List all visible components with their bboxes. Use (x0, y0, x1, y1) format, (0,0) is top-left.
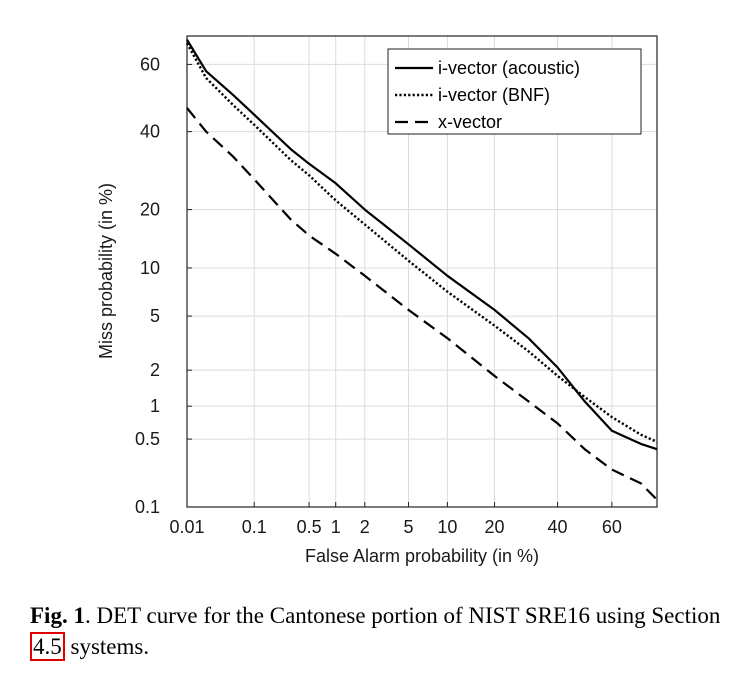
x-tick-label: 0.01 (169, 517, 204, 537)
x-tick-label: 2 (360, 517, 370, 537)
legend-label-0: i-vector (acoustic) (438, 58, 580, 78)
caption-section-ref[interactable]: 4.5 (30, 632, 65, 661)
y-tick-label: 0.1 (135, 497, 160, 517)
x-tick-label: 5 (403, 517, 413, 537)
y-tick-label: 40 (140, 122, 160, 142)
x-tick-label: 20 (485, 517, 505, 537)
figure-caption: Fig. 1. DET curve for the Cantonese port… (30, 600, 730, 662)
x-tick-label: 0.1 (242, 517, 267, 537)
y-tick-label: 10 (140, 258, 160, 278)
y-tick-label: 0.5 (135, 429, 160, 449)
series-group (185, 39, 658, 501)
y-tick-label: 2 (150, 360, 160, 380)
x-tick-label: 1 (331, 517, 341, 537)
series-line-1 (185, 42, 658, 443)
legend-label-1: i-vector (BNF) (438, 85, 550, 105)
legend-box (387, 48, 642, 135)
x-axis-label: False Alarm probability (in %) (305, 546, 539, 566)
y-tick-label: 1 (150, 396, 160, 416)
y-axis-label: Miss probability (in %) (96, 183, 116, 359)
y-tick-labels: 0.1 0.5 1 2 5 10 20 40 60 (135, 54, 160, 517)
x-tick-label: 40 (548, 517, 568, 537)
y-tick-label: 60 (140, 54, 160, 74)
y-tick-label: 20 (140, 200, 160, 220)
legend: i-vector (acoustic) i-vector (BNF) x-vecto… (387, 48, 642, 135)
det-chart: 0.01 0.1 0.5 1 2 5 10 20 40 60 0.10.512510204060 … (96, 35, 658, 566)
x-tick-labels: 0.01 0.1 0.5 1 2 5 10 20 40 60 (169, 517, 621, 537)
caption-text: . DET curve for the Cantonese portion of… (84, 603, 721, 628)
caption-text-end: systems. (64, 634, 150, 659)
y-tick-label: 5 (150, 306, 160, 326)
series-line-2 (186, 107, 658, 501)
plot-frame (186, 35, 658, 508)
caption-fig-label: Fig. 1 (30, 603, 85, 628)
series-line-0 (186, 39, 658, 451)
x-tick-label: 60 (602, 517, 622, 537)
x-tick-label: 0.5 (297, 517, 322, 537)
x-tick-label: 10 (437, 517, 457, 537)
legend-label-2: x-vector (438, 112, 502, 132)
